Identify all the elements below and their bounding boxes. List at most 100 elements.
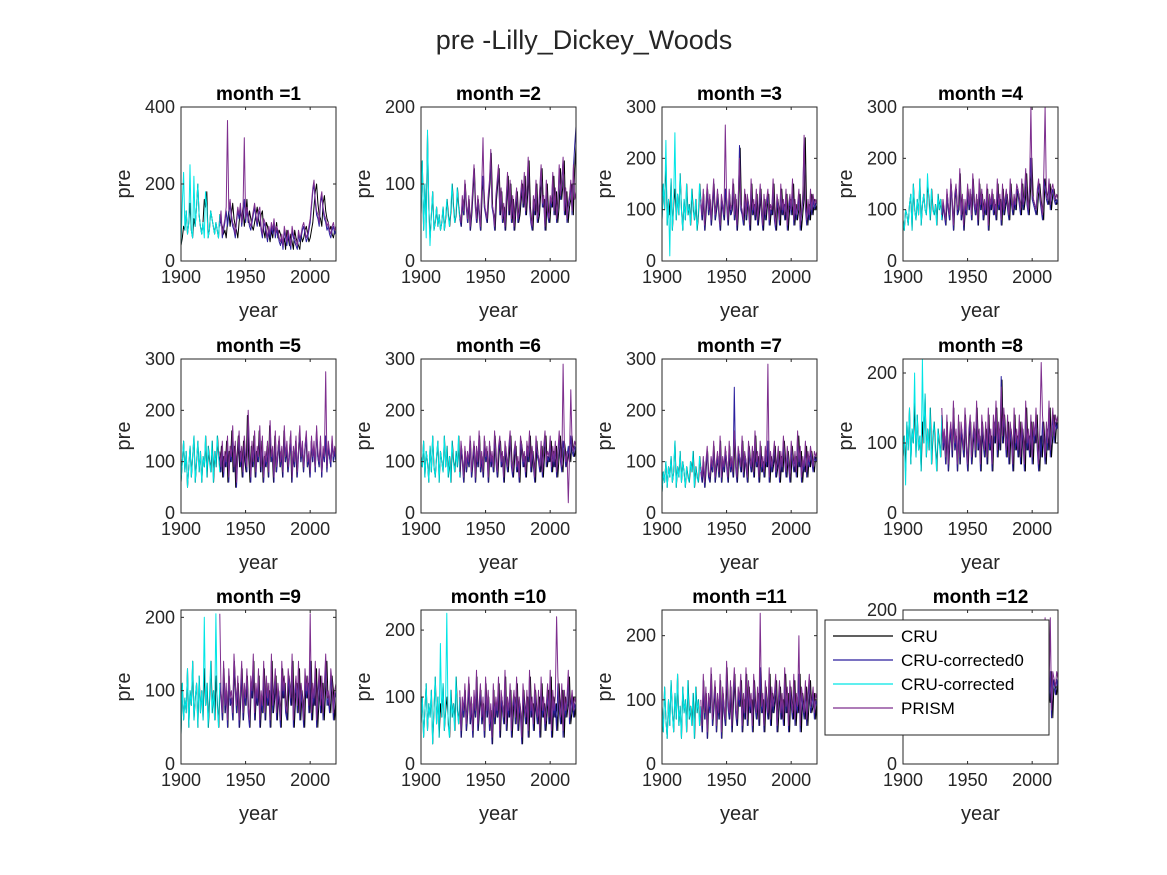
subplot-month-7: 1900 1950 2000 0 100 200 300 month =7 year pre xyxy=(594,336,818,574)
axes-box xyxy=(661,106,818,262)
axes-box xyxy=(661,358,818,514)
subplot-month-4: 1900 1950 2000 0 100 200 300 month =4 year pre xyxy=(835,84,1059,322)
series-line-cru-corrected xyxy=(662,673,702,739)
legend-label: CRU xyxy=(901,627,938,646)
subplot-month-10: 1900 1950 2000 0 100 200 month =10 year pre xyxy=(353,587,577,825)
legend-box xyxy=(824,619,1050,736)
x-tick-label: 2000 xyxy=(771,519,811,539)
y-tick-label: 200 xyxy=(626,400,656,420)
legend-entry: PRISM xyxy=(833,699,955,718)
subplot-month-9: 1900 1950 2000 0 100 200 month =9 year pre xyxy=(113,587,337,825)
series-line-prism xyxy=(459,616,576,738)
series-line-cru-corrected xyxy=(421,435,461,483)
x-axis-label: year xyxy=(720,300,759,322)
subplot-title: month =3 xyxy=(697,84,782,105)
subplot-title: month =12 xyxy=(933,587,1029,608)
axes-box xyxy=(180,609,337,765)
x-tick-label: 2000 xyxy=(530,770,570,790)
x-tick-label: 2000 xyxy=(1012,519,1052,539)
series-line-prism xyxy=(219,371,336,483)
x-tick-label: 1900 xyxy=(642,770,682,790)
series-line-cru-corrected xyxy=(903,173,943,231)
y-tick-label: 100 xyxy=(145,681,175,701)
y-tick-label: 100 xyxy=(626,452,656,472)
legend-entry: CRU xyxy=(833,627,938,646)
x-axis-label: year xyxy=(479,300,518,322)
subplot-month-11: 1900 1950 2000 0 100 200 month =11 year pre xyxy=(594,587,818,825)
series-lines xyxy=(181,371,336,488)
x-tick-label: 1900 xyxy=(401,267,441,287)
x-tick-label: 1900 xyxy=(401,770,441,790)
y-tick-label: 0 xyxy=(165,754,175,774)
x-tick-label: 2000 xyxy=(530,519,570,539)
x-axis-label: year xyxy=(239,803,278,825)
series-line-prism xyxy=(700,612,817,733)
y-tick-label: 0 xyxy=(405,503,415,523)
x-axis-label: year xyxy=(239,300,278,322)
x-tick-label: 2000 xyxy=(771,770,811,790)
y-tick-label: 100 xyxy=(145,452,175,472)
series-line-cru-corrected0 xyxy=(219,183,336,250)
y-axis-label: pre xyxy=(113,673,135,702)
series-line-cru-corrected xyxy=(181,613,221,735)
x-tick-label: 2000 xyxy=(290,267,330,287)
x-tick-label: 1950 xyxy=(948,267,988,287)
axes-box xyxy=(180,358,337,514)
x-tick-label: 1900 xyxy=(883,519,923,539)
y-axis-label: pre xyxy=(353,170,375,199)
y-tick-label: 200 xyxy=(867,600,897,620)
series-lines xyxy=(421,126,576,247)
y-tick-label: 0 xyxy=(887,503,897,523)
series-line-prism xyxy=(941,107,1058,226)
x-tick-label: 2000 xyxy=(290,770,330,790)
x-tick-label: 1900 xyxy=(642,267,682,287)
y-tick-label: 200 xyxy=(385,620,415,640)
y-tick-label: 300 xyxy=(867,97,897,117)
y-tick-label: 300 xyxy=(626,349,656,369)
x-tick-label: 1950 xyxy=(466,519,506,539)
x-tick-label: 1950 xyxy=(226,267,266,287)
subplot-title: month =6 xyxy=(456,336,541,357)
subplot-title: month =1 xyxy=(216,84,301,105)
y-tick-label: 200 xyxy=(867,148,897,168)
y-tick-label: 200 xyxy=(145,607,175,627)
series-lines xyxy=(662,363,817,493)
series-line-cru-corrected xyxy=(421,612,461,745)
legend-label: CRU-corrected xyxy=(901,675,1014,694)
y-tick-label: 100 xyxy=(385,174,415,194)
plot-area xyxy=(903,107,1058,261)
y-axis-label: pre xyxy=(594,673,616,702)
x-tick-label: 1950 xyxy=(707,770,747,790)
x-tick-label: 1900 xyxy=(401,519,441,539)
axes-box xyxy=(661,609,818,765)
y-axis-label: pre xyxy=(835,170,857,199)
series-lines xyxy=(903,359,1058,486)
y-tick-label: 200 xyxy=(385,97,415,117)
x-tick-label: 1950 xyxy=(707,519,747,539)
y-tick-label: 0 xyxy=(887,251,897,271)
series-line-prism xyxy=(700,124,817,226)
y-tick-label: 0 xyxy=(887,754,897,774)
series-lines xyxy=(903,107,1058,231)
x-tick-label: 1950 xyxy=(948,519,988,539)
subplot-month-5: 1900 1950 2000 0 100 200 300 month =5 year pre xyxy=(113,336,337,574)
series-line-cru-corrected xyxy=(903,359,943,486)
x-axis-label: year xyxy=(961,300,1000,322)
series-lines xyxy=(181,613,336,735)
series-lines xyxy=(421,612,576,745)
axes-box xyxy=(420,358,577,514)
x-tick-label: 1900 xyxy=(883,770,923,790)
x-axis-label: year xyxy=(720,803,759,825)
legend-entry: CRU-corrected0 xyxy=(833,651,1024,670)
series-line-prism xyxy=(700,363,817,483)
series-line-prism xyxy=(219,613,336,721)
x-tick-label: 1900 xyxy=(161,267,201,287)
subplot-title: month =5 xyxy=(216,336,301,357)
x-tick-label: 1900 xyxy=(642,519,682,539)
x-tick-label: 2000 xyxy=(771,267,811,287)
x-tick-label: 1950 xyxy=(466,770,506,790)
series-lines xyxy=(181,120,336,250)
axes-box xyxy=(902,358,1059,514)
subplot-title: month =8 xyxy=(938,336,1023,357)
